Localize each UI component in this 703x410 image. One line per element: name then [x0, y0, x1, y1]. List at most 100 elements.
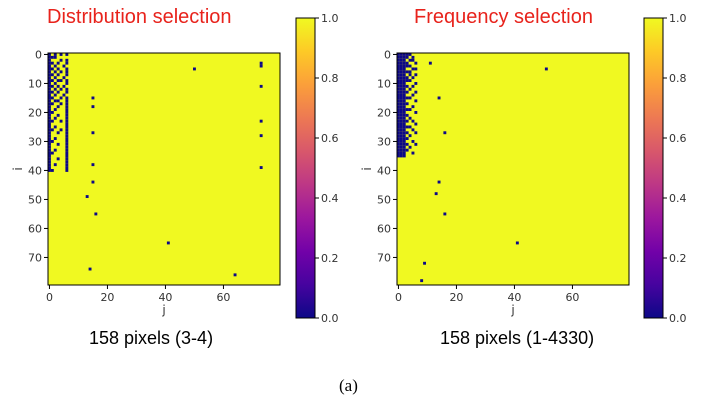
selected-cell: [62, 84, 66, 88]
y-tick-label: 30: [28, 135, 42, 148]
selected-cell: [48, 53, 51, 56]
selected-cell: [402, 90, 406, 94]
selected-cell: [48, 61, 51, 65]
selected-cell: [408, 79, 412, 82]
selected-cell: [53, 163, 57, 167]
selected-cell: [48, 82, 51, 85]
selected-cell: [397, 61, 400, 65]
selected-cell: [65, 113, 69, 117]
x-axis-label: j: [161, 303, 165, 317]
selected-cell: [399, 122, 403, 126]
selected-cell: [408, 125, 412, 129]
selected-cell: [48, 154, 51, 158]
selected-cell: [402, 151, 406, 155]
colorbar-tick-label: 0.8: [321, 72, 339, 85]
selected-cell: [402, 113, 406, 117]
selected-cell: [65, 119, 69, 123]
selected-cell: [399, 70, 403, 74]
selected-cell: [50, 79, 54, 82]
selected-cell: [437, 180, 441, 184]
selected-cell: [48, 87, 51, 91]
selected-cell: [397, 82, 400, 85]
selected-cell: [65, 160, 69, 164]
selected-cell: [65, 82, 69, 85]
selected-cell: [53, 87, 57, 91]
selected-cell: [53, 53, 57, 56]
selected-cell: [48, 70, 51, 74]
panel-caption: 158 pixels (3-4): [89, 328, 214, 348]
selected-cell: [48, 111, 51, 114]
selected-cell: [65, 122, 69, 126]
selected-cell: [399, 113, 403, 117]
selected-cell: [65, 73, 69, 77]
selected-cell: [405, 131, 409, 135]
selected-cell: [399, 102, 403, 106]
selected-cell: [65, 169, 69, 172]
selected-cell: [48, 93, 51, 97]
colorbar-tick-label: 1.0: [669, 12, 687, 25]
selected-cell: [53, 70, 57, 74]
selected-cell: [397, 125, 400, 129]
selected-cell: [405, 113, 409, 117]
selected-cell: [411, 151, 415, 155]
selected-cell: [48, 151, 51, 155]
selected-cell: [405, 61, 409, 65]
selected-cell: [405, 70, 409, 74]
selected-cell: [405, 79, 409, 82]
selected-cell: [397, 55, 400, 59]
selected-cell: [48, 166, 51, 169]
selected-cell: [399, 73, 403, 77]
selected-cell: [48, 134, 51, 138]
colorbar-tick-label: 1.0: [321, 12, 339, 25]
selected-cell: [397, 99, 400, 103]
y-tick-label: 60: [28, 222, 42, 235]
selected-cell: [437, 96, 441, 100]
selected-cell: [397, 134, 400, 138]
selected-cell: [402, 140, 406, 143]
selected-cell: [397, 140, 400, 143]
y-tick-label: 60: [377, 222, 391, 235]
selected-cell: [50, 96, 54, 100]
selected-cell: [59, 87, 63, 91]
selected-cell: [399, 93, 403, 97]
heatmap-background: [397, 53, 629, 285]
y-axis-label: i: [360, 167, 374, 170]
selected-cell: [56, 79, 60, 82]
selected-cell: [48, 113, 51, 117]
selected-cell: [408, 58, 412, 62]
x-tick-label: 60: [565, 291, 579, 304]
selected-cell: [414, 90, 418, 94]
y-tick-label: 40: [377, 164, 391, 177]
panel-title: Distribution selection: [47, 6, 232, 28]
selected-cell: [411, 93, 415, 97]
selected-cell: [408, 116, 412, 120]
selected-cell: [259, 166, 263, 169]
selected-cell: [399, 90, 403, 94]
selected-cell: [405, 55, 409, 59]
selected-cell: [65, 145, 69, 149]
x-axis-label: j: [510, 303, 514, 317]
selected-cell: [399, 140, 403, 143]
selected-cell: [399, 148, 403, 152]
selected-cell: [65, 105, 69, 109]
selected-cell: [91, 131, 95, 135]
selected-cell: [50, 67, 54, 71]
selected-cell: [544, 67, 548, 71]
selected-cell: [397, 131, 400, 135]
selected-cell: [411, 67, 415, 71]
selected-cell: [402, 154, 406, 158]
selected-cell: [48, 102, 51, 106]
selected-cell: [65, 166, 69, 169]
selected-cell: [48, 142, 51, 146]
selected-cell: [88, 267, 92, 271]
selected-cell: [402, 53, 406, 56]
selected-cell: [65, 99, 69, 103]
selected-cell: [405, 53, 409, 56]
selected-cell: [65, 140, 69, 143]
selected-cell: [397, 154, 400, 158]
selected-cell: [411, 119, 415, 123]
selected-cell: [91, 96, 95, 100]
selected-cell: [402, 55, 406, 59]
selected-cell: [397, 76, 400, 80]
selected-cell: [397, 128, 400, 132]
